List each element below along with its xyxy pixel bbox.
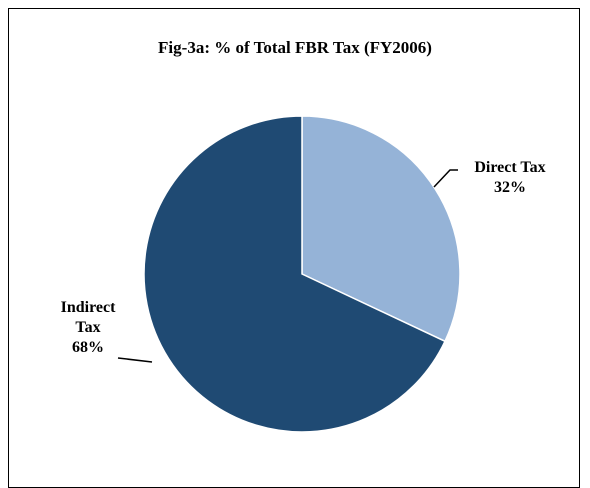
leader-line: [117, 357, 153, 363]
pie-slice: [301, 115, 461, 343]
leader-line: [433, 169, 458, 188]
chart-title: Fig-3a: % of Total FBR Tax (FY2006): [158, 38, 432, 57]
pie-slice: [143, 115, 446, 433]
slice-label: Indirect Tax: [60, 299, 116, 336]
slice-value: 32%: [494, 179, 526, 196]
slice-value: 68%: [72, 339, 104, 356]
slice-label: Direct Tax: [474, 159, 546, 176]
